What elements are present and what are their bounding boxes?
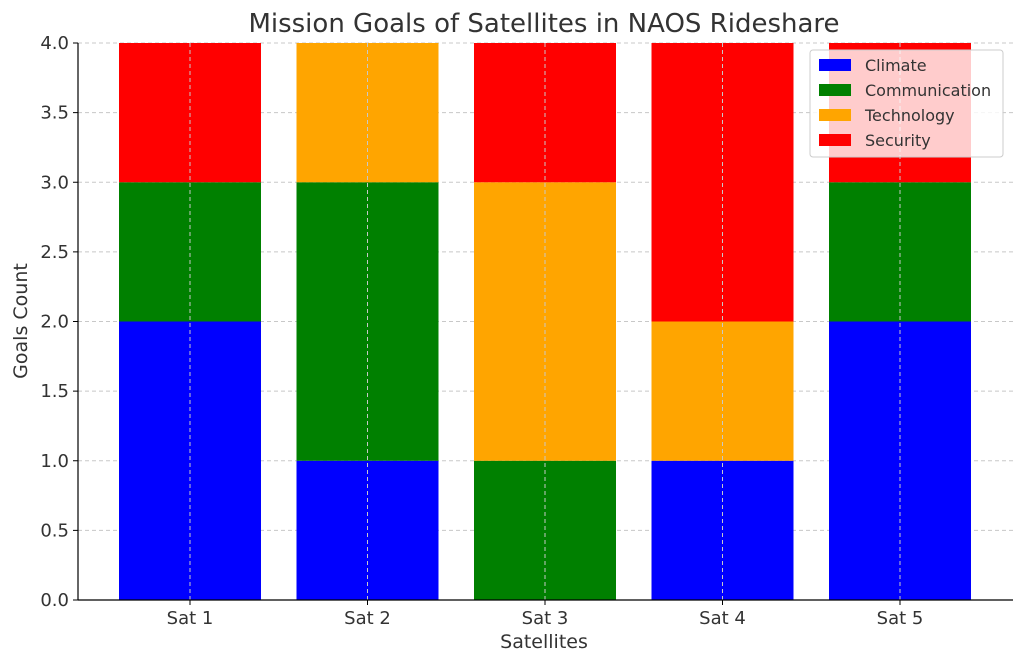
y-tick-label: 2.5 <box>40 242 69 263</box>
bar-segment-communication <box>829 182 971 322</box>
bar-segment-technology <box>474 182 616 461</box>
legend-label-security: Security <box>865 131 931 150</box>
y-tick-label: 0.0 <box>40 590 69 611</box>
x-tick-label: Sat 4 <box>699 608 746 629</box>
legend-label-technology: Technology <box>864 106 955 125</box>
legend-swatch-climate <box>819 59 851 71</box>
chart-title: Mission Goals of Satellites in NAOS Ride… <box>248 9 839 39</box>
bar-segment-communication <box>474 460 616 600</box>
legend-swatch-security <box>819 134 851 146</box>
bar-segment-communication <box>296 182 439 461</box>
y-tick-label: 3.0 <box>40 172 69 193</box>
bar-segment-security <box>119 43 261 183</box>
y-tick-label: 0.5 <box>40 520 69 541</box>
y-tick-label: 3.5 <box>40 103 69 124</box>
legend: Climate Communication Technology Security <box>809 49 1004 158</box>
bar-segment-technology <box>651 321 794 461</box>
x-tick-label: Sat 5 <box>877 608 924 629</box>
bar-segment-communication <box>119 182 261 322</box>
axes <box>73 42 1013 605</box>
y-tick-label: 2.0 <box>40 312 69 333</box>
legend-label-climate: Climate <box>865 56 927 75</box>
bar-segment-climate <box>119 321 261 600</box>
y-tick-label: 1.5 <box>40 381 69 402</box>
legend-swatch-technology <box>819 109 851 121</box>
x-tick-label: Sat 2 <box>344 608 391 629</box>
y-tick-label: 1.0 <box>40 451 69 472</box>
y-tick-label: 4.0 <box>40 33 69 54</box>
bar-segment-security <box>474 43 616 183</box>
legend-swatch-communication <box>819 84 851 96</box>
bar-segment-security <box>651 43 794 322</box>
y-axis-label: Goals Count <box>10 263 32 379</box>
bar-segment-technology <box>296 43 439 183</box>
legend-label-communication: Communication <box>865 81 991 100</box>
legend-box <box>809 49 1004 158</box>
bar-segment-climate <box>651 460 794 600</box>
x-tick-label: Sat 1 <box>167 608 214 629</box>
bar-segment-climate <box>296 460 439 600</box>
x-tick-label: Sat 3 <box>522 608 569 629</box>
bar-segment-climate <box>829 321 971 600</box>
tick-labels: 0.0 0.5 1.0 1.5 2.0 2.5 3.0 3.5 4.0 Sat 1 Sat 2 Sat… <box>40 33 923 629</box>
x-axis-label: Satellites <box>500 631 588 653</box>
